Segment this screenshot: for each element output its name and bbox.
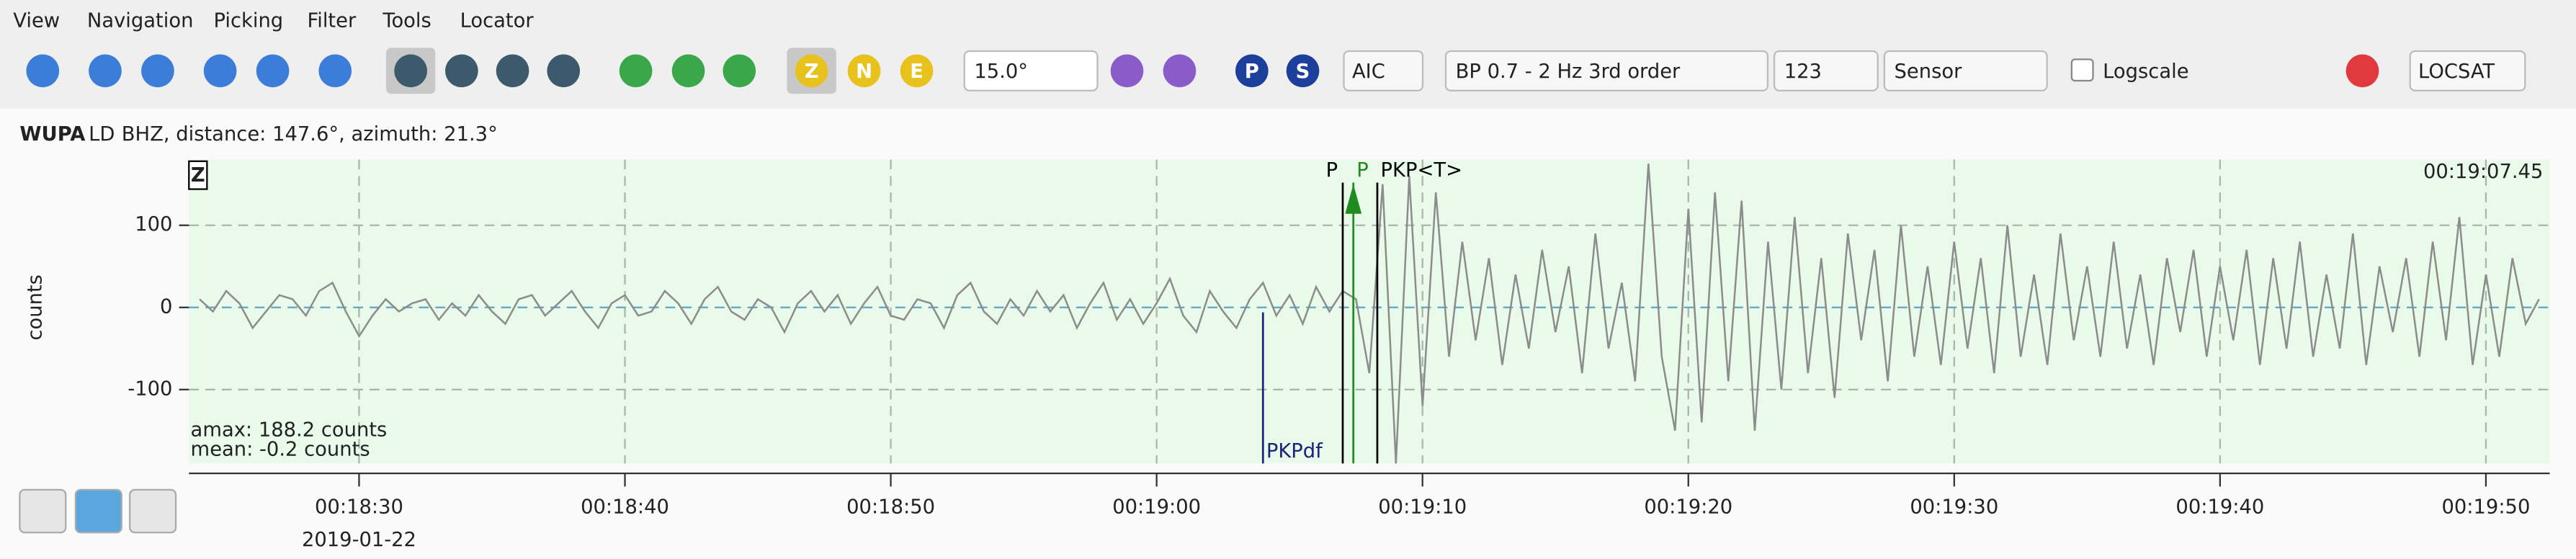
- pick-arrow: [1345, 184, 1362, 214]
- menu-item[interactable]: View: [13, 9, 60, 32]
- x-tick-label: 00:19:30: [1910, 496, 1998, 519]
- mean-label: mean: -0.2 counts: [191, 439, 370, 461]
- phase-button[interactable]: [1286, 54, 1320, 88]
- rotate-button[interactable]: [547, 54, 581, 88]
- nav-button[interactable]: [141, 54, 174, 88]
- date-label: 2019-01-22: [302, 529, 416, 551]
- x-tick-label: 00:19:00: [1112, 496, 1201, 519]
- logscale-label: Logscale: [2103, 61, 2188, 83]
- station: WUPA: [19, 123, 86, 146]
- y-tick-label: -100: [128, 377, 172, 400]
- phase-label: S: [1296, 61, 1310, 83]
- component-box: [188, 160, 208, 190]
- locate-button[interactable]: [2345, 54, 2379, 88]
- y-tick-label: 0: [160, 295, 172, 318]
- unit-combo[interactable]: [1883, 50, 2048, 91]
- menu-item[interactable]: Navigation: [87, 9, 194, 32]
- component-button[interactable]: [900, 54, 934, 88]
- align-button[interactable]: [1163, 54, 1197, 88]
- locator-combo[interactable]: [2409, 50, 2526, 91]
- pick-label: PKP<T>: [1381, 159, 1463, 182]
- y-axis-label: counts: [24, 274, 47, 340]
- delete-button[interactable]: [129, 488, 177, 534]
- network: LD: [89, 123, 115, 146]
- x-tick-label: 00:19:10: [1378, 496, 1467, 519]
- angle-field[interactable]: [963, 50, 1099, 91]
- logscale-checkbox[interactable]: [2070, 58, 2094, 82]
- trace-info: BHZ, distance: 147.6°, azimuth: 21.3°: [122, 123, 498, 146]
- nav-button[interactable]: [89, 54, 122, 88]
- menu-bar: View Navigation Picking Filter Tools Loc…: [13, 9, 534, 32]
- component-button[interactable]: [847, 54, 881, 88]
- menu-item[interactable]: Locator: [460, 9, 535, 32]
- menu-item[interactable]: Picking: [213, 9, 283, 32]
- x-tick-label: 00:18:50: [846, 496, 935, 519]
- pick-label: PKPdf: [1266, 440, 1323, 462]
- y-tick-label: 100: [135, 213, 172, 236]
- pick-label: P: [1326, 159, 1338, 182]
- phase-button[interactable]: [1235, 54, 1269, 88]
- component-label: N: [856, 61, 872, 83]
- component-label: Z: [191, 164, 205, 187]
- rotate-button[interactable]: [496, 54, 529, 88]
- pick-label: P: [1356, 159, 1369, 182]
- amax-label: amax: 188.2 counts: [191, 419, 388, 441]
- trace-plot: 00:18:30 00:18:40 00:18:50 00:19:00 00:19:10…: [24, 159, 2550, 551]
- method-value: AIC: [1352, 61, 1385, 83]
- menu-item[interactable]: Tools: [382, 9, 431, 32]
- locator-value: LOCSAT: [2418, 61, 2495, 83]
- x-tick-label: 00:19:40: [2175, 496, 2264, 519]
- phase-label: P: [1245, 61, 1259, 83]
- home-button[interactable]: [26, 54, 60, 88]
- rotate-button[interactable]: [394, 54, 427, 88]
- accept-button[interactable]: [19, 488, 67, 534]
- filter-button[interactable]: [671, 54, 705, 88]
- component-label: Z: [805, 61, 819, 83]
- time-label: 00:19:07.45: [2423, 161, 2543, 183]
- component-label: E: [910, 61, 923, 83]
- x-tick-label: 00:19:50: [2441, 496, 2530, 519]
- filter-id-value: 123: [1784, 61, 1822, 83]
- waveform: [199, 164, 2540, 464]
- x-tick-label: 00:19:20: [1644, 496, 1732, 519]
- filter-value: BP 0.7 - 2 Hz 3rd order: [1456, 61, 1681, 83]
- unit-value: Sensor: [1895, 61, 1963, 83]
- toolbar: Z N E 15.0° P S AIC BP 0.7 - 2 Hz 3rd or…: [26, 48, 2526, 94]
- menu-item[interactable]: Filter: [307, 9, 357, 32]
- rotate-button[interactable]: [445, 54, 478, 88]
- x-tick-label: 00:18:40: [581, 496, 669, 519]
- method-combo[interactable]: [1343, 50, 1424, 91]
- filter-id-combo[interactable]: [1773, 50, 1879, 91]
- plot-area: [189, 159, 2550, 464]
- align-button[interactable]: [1110, 54, 1144, 88]
- x-tick-label: 00:18:30: [315, 496, 403, 519]
- nav-button[interactable]: [203, 54, 237, 88]
- angle-value: 15.0°: [974, 61, 1028, 83]
- filter-button[interactable]: [723, 54, 756, 88]
- reject-button[interactable]: [74, 488, 122, 534]
- nav-button[interactable]: [318, 54, 352, 88]
- nav-button[interactable]: [256, 54, 290, 88]
- filter-button[interactable]: [619, 54, 653, 88]
- filter-combo[interactable]: [1444, 50, 1769, 91]
- component-button[interactable]: [795, 54, 828, 88]
